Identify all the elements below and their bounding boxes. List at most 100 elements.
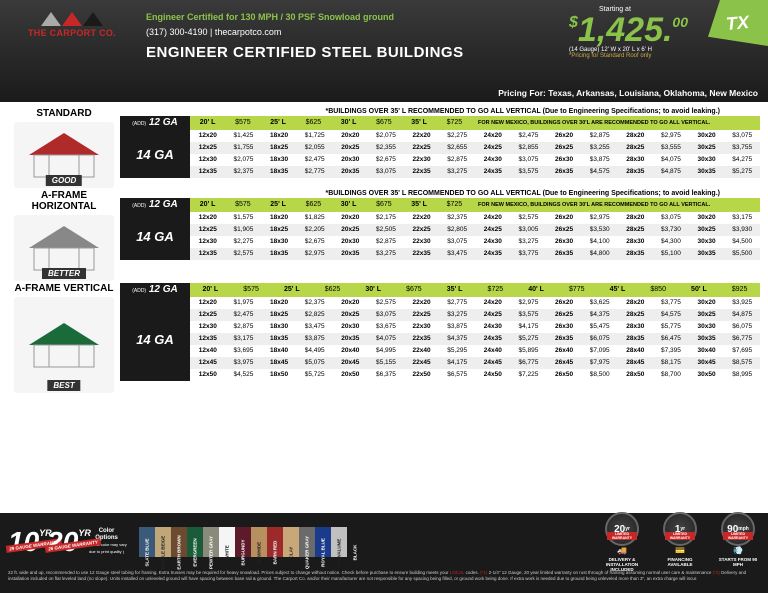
price-cell: 22x50$6,575 [404,369,475,381]
ga14-block: 14 GA12x20$1,42518x20$1,72520x20$2,07522… [120,130,760,178]
price-cell: 30x30$4,500 [689,236,760,248]
ga12-cell: 35' L$725 [402,198,473,212]
color-swatch: BURGUNDY [235,527,251,557]
price-cell: 26x45$7,975 [546,357,617,369]
ga14-row: 12x20$1,57518x20$1,82520x20$2,17522x20$2… [190,212,760,224]
price-cell: 26x25$3,255 [546,142,617,154]
price-cell: 28x20$3,075 [618,212,689,224]
price-cell: 12x50$4,525 [190,369,261,381]
price-cell: 22x35$3,475 [404,248,475,260]
vertical-note: *BUILDINGS OVER 35' L RECOMMENDED TO GO … [120,190,760,197]
price-cell: 20x50$6,375 [333,369,404,381]
price-cell: 28x20$2,975 [618,130,689,142]
price-cell: 18x20$1,825 [261,212,332,224]
price-cell: 18x25$2,825 [261,309,332,321]
cert-text: Engineer Certified for 130 MPH / 30 PSF … [146,12,394,22]
ga12-cell: 30' L$675 [331,116,402,130]
price-cell: 12x20$1,975 [190,297,261,309]
price-cell: 12x20$1,575 [190,212,261,224]
ga14-row: 12x20$1,42518x20$1,72520x20$2,07522x20$2… [190,130,760,142]
ga12-label: (ADD) 12 GA [120,116,190,130]
color-swatch: CLAY [283,527,299,557]
price-cell: 18x30$2,675 [261,236,332,248]
price-cell: 18x20$2,375 [261,297,332,309]
ga12-cell: 45' L$850 [597,283,678,297]
price-cell: 24x20$2,975 [475,297,546,309]
price-cell: 20x40$4,995 [333,345,404,357]
ga12-cell: 50' L$925 [679,283,760,297]
ga12-cell: 20' L$575 [190,198,261,212]
price-cell: 24x25$3,575 [475,309,546,321]
price-cell: 28x25$4,575 [618,309,689,321]
price-cell: 28x35$6,475 [618,333,689,345]
style-name: STANDARD [8,108,120,119]
price-cell: 12x25$1,905 [190,224,261,236]
price-cell: 28x50$8,700 [618,369,689,381]
price-cell: 24x30$4,175 [475,321,546,333]
ga14-row: 12x50$4,52518x50$5,72520x50$6,37522x50$6… [190,369,760,381]
style-section: STANDARD GOOD *BUILDINGS OVER 35' L RECO… [8,108,760,188]
color-swatch: WHITE [219,527,235,557]
color-swatch: BLACK [347,527,363,557]
price-cell: 30x45$8,575 [689,357,760,369]
ga12-cell: 35' L$725 [402,116,473,130]
price-cell: 26x35$4,800 [546,248,617,260]
price-cell: 26x35$6,075 [546,333,617,345]
price-cell: 26x30$3,875 [546,154,617,166]
feature-badge: 1yrLIMITED WARRANTY💳FINANCING AVAILABLE [658,512,702,572]
nm-note: FOR NEW MEXICO, BUILDINGS OVER 30'L ARE … [472,116,760,130]
price-cell: 20x35$4,075 [333,333,404,345]
price-cell: 12x30$2,275 [190,236,261,248]
price-cell: 20x35$3,275 [333,248,404,260]
price-cell: 24x45$6,775 [475,357,546,369]
price-block: Starting at $1,425.00 (14 Gauge) 12' W x… [569,6,688,59]
price-cell: 12x25$2,475 [190,309,261,321]
color-swatch: RAWHIDE [251,527,267,557]
ga12-cell: 30' L$675 [353,283,434,297]
price-cell: 12x25$1,755 [190,142,261,154]
fine-print: 22 ft. wide and up, recommended to use 1… [8,570,760,582]
price-cell: 22x30$3,075 [404,236,475,248]
price-cell: 28x30$4,300 [618,236,689,248]
ga12-cell: 25' L$625 [271,283,352,297]
price-cell: 30x25$3,755 [689,142,760,154]
price-cell: 30x20$3,075 [689,130,760,142]
state-badge: TX [708,0,768,46]
color-swatch: EVERGREEN [187,527,203,557]
warranty-badge: 20YR26 GAUGE WARRANTY [47,526,78,558]
style-tier: BETTER [42,268,86,279]
price-cell: 28x30$4,075 [618,154,689,166]
price-cell: 30x50$8,995 [689,369,760,381]
price-cell: 26x25$4,375 [546,309,617,321]
color-swatch: EARTH BROWN [171,527,187,557]
ga12-row: (ADD) 12 GA20' L$57525' L$62530' L$67535… [120,116,760,130]
ga14-row: 12x25$1,75518x25$2,05520x25$2,35522x25$2… [190,142,760,154]
price-cell: 28x40$7,395 [618,345,689,357]
price-cell: 26x20$3,625 [546,297,617,309]
header: THE CARPORT CO. Engineer Certified for 1… [0,0,768,102]
price-cell: 20x20$2,575 [333,297,404,309]
price-cell: 22x30$2,875 [404,154,475,166]
style-tier: GOOD [46,175,82,186]
style-image: GOOD [14,122,114,188]
price-cell: 20x25$2,355 [333,142,404,154]
ga14-row: 12x30$2,07518x30$2,47520x30$2,67522x30$2… [190,154,760,166]
price-cell: 30x20$3,925 [689,297,760,309]
price-cell: 26x30$4,100 [546,236,617,248]
price-cell: 22x25$3,275 [404,309,475,321]
vertical-note: *BUILDINGS OVER 35' L RECOMMENDED TO GO … [120,108,760,115]
price-cell: 12x40$3,695 [190,345,261,357]
ga12-label: (ADD) 12 GA [120,283,190,297]
badges: 20yrLIMITED WARRANTY🚚DELIVERY & INSTALLA… [600,512,760,572]
ga12-row: (ADD) 12 GA20' L$57525' L$62530' L$67535… [120,198,760,212]
price-cell: 24x25$2,855 [475,142,546,154]
style-name: A-FRAME HORIZONTAL [8,190,120,212]
logo-text: THE CARPORT CO. [12,28,132,38]
color-swatch: QUAKER GRAY [299,527,315,557]
ga14-row: 12x40$3,69518x40$4,49520x40$4,99522x40$5… [190,345,760,357]
ga14-row: 12x30$2,27518x30$2,67520x30$2,87522x30$3… [190,236,760,248]
price-cell: 22x20$2,775 [404,297,475,309]
price-cell: 18x35$2,775 [261,166,332,178]
nm-note: FOR NEW MEXICO, BUILDINGS OVER 30'L ARE … [472,198,760,212]
price-cell: 18x25$2,205 [261,224,332,236]
